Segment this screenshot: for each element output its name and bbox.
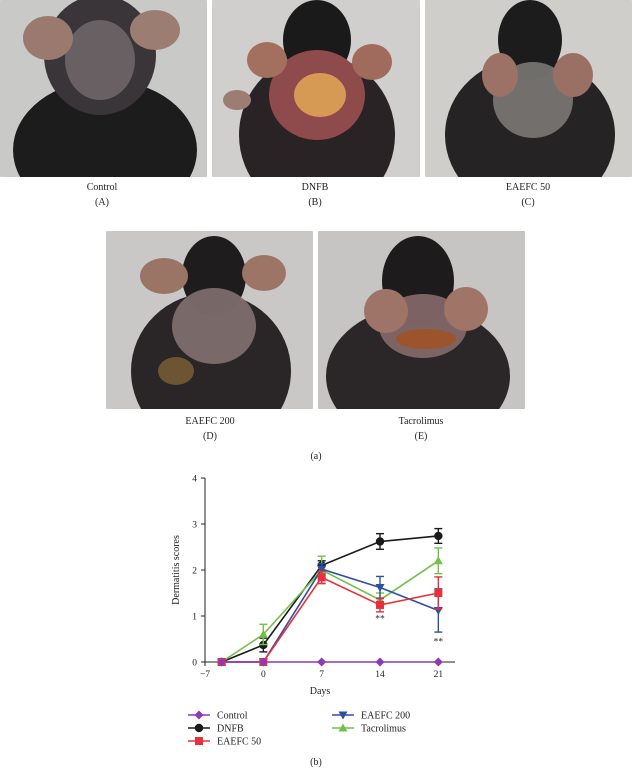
x-tick-label: 14 [375, 670, 385, 680]
legend-marker [338, 723, 348, 732]
legend-label: DNFB [217, 724, 244, 735]
x-tick-label: 21 [434, 670, 444, 680]
legend-item: Tacrolimus [332, 723, 406, 735]
data-point [434, 531, 443, 541]
y-axis-label: Dermatitis scores [171, 535, 182, 605]
legend-marker [194, 710, 204, 720]
significance-label: ** [375, 615, 385, 625]
data-point [375, 583, 385, 592]
data-point [317, 657, 327, 667]
legend-marker [338, 711, 348, 720]
legend-label: EAEFC 200 [361, 711, 410, 722]
x-axis-label: Days [310, 686, 331, 697]
data-point [317, 573, 326, 582]
caption-letter: (A) [95, 197, 109, 208]
y-tick-label: 4 [192, 475, 197, 485]
photo-eaefc-200 [106, 231, 313, 409]
caption-letter: (B) [308, 197, 322, 208]
data-point [376, 600, 384, 609]
series-eaefc-50 [217, 570, 443, 666]
caption-tacrolimus: Tacrolimus (E) [371, 414, 471, 444]
x-tick-label: −7 [200, 670, 210, 680]
caption-name: Control [86, 182, 118, 193]
x-tick-label: 7 [319, 670, 324, 680]
caption-letter: (E) [414, 431, 428, 442]
caption-eaefc-200: EAEFC 200 (D) [160, 414, 260, 444]
caption-eaefc-50: EAEFC 50 (C) [478, 180, 578, 210]
photo-dnfb [212, 0, 420, 177]
series-tacrolimus [217, 547, 443, 666]
caption-control: Control (A) [52, 180, 152, 210]
data-point [258, 629, 268, 638]
legend-item: Control [188, 710, 248, 722]
data-point [317, 565, 327, 574]
legend-item: EAEFC 200 [332, 711, 410, 722]
caption-letter: (C) [521, 197, 535, 208]
y-tick-label: 0 [192, 659, 197, 669]
y-tick-label: 2 [192, 567, 197, 577]
data-point [433, 556, 443, 565]
photo-tacrolimus [318, 231, 525, 409]
data-point [433, 657, 443, 667]
legend-marker [194, 723, 204, 733]
significance-label: ** [434, 638, 444, 648]
caption-letter: (D) [203, 431, 217, 442]
data-point [375, 657, 385, 667]
dermatitis-chart: 0 1 2 3 4 −7 0 7 14 21 Days Dermatitis scores ** ** Co… [150, 466, 470, 762]
legend-marker [195, 737, 203, 745]
data-point [217, 657, 227, 667]
legend-label: Control [217, 711, 248, 722]
figure-label-a: (a) [310, 451, 322, 462]
photo-control [0, 0, 207, 177]
y-tick-label: 3 [192, 521, 197, 531]
data-point [258, 657, 268, 667]
caption-dnfb: DNFB (B) [265, 180, 365, 210]
caption-name: EAEFC 200 [185, 416, 235, 427]
y-tick-label: 1 [192, 613, 197, 623]
legend-label: EAEFC 50 [217, 737, 261, 748]
series-line [221, 560, 439, 663]
caption-name: EAEFC 50 [505, 182, 551, 193]
caption-name: DNFB [301, 182, 329, 193]
legend-label: Tacrolimus [361, 724, 406, 735]
series-dnfb [217, 527, 443, 667]
data-point [375, 537, 385, 546]
series-control [217, 657, 443, 667]
caption-name: Tacrolimus [398, 416, 444, 427]
photo-eaefc-50 [425, 0, 632, 177]
series-eaefc-200 [217, 562, 443, 667]
x-tick-label: 0 [261, 670, 266, 680]
legend-item: DNFB [188, 724, 244, 735]
legend-item: EAEFC 50 [188, 737, 261, 748]
figure-label-b: (b) [310, 757, 322, 768]
data-point [434, 589, 443, 597]
